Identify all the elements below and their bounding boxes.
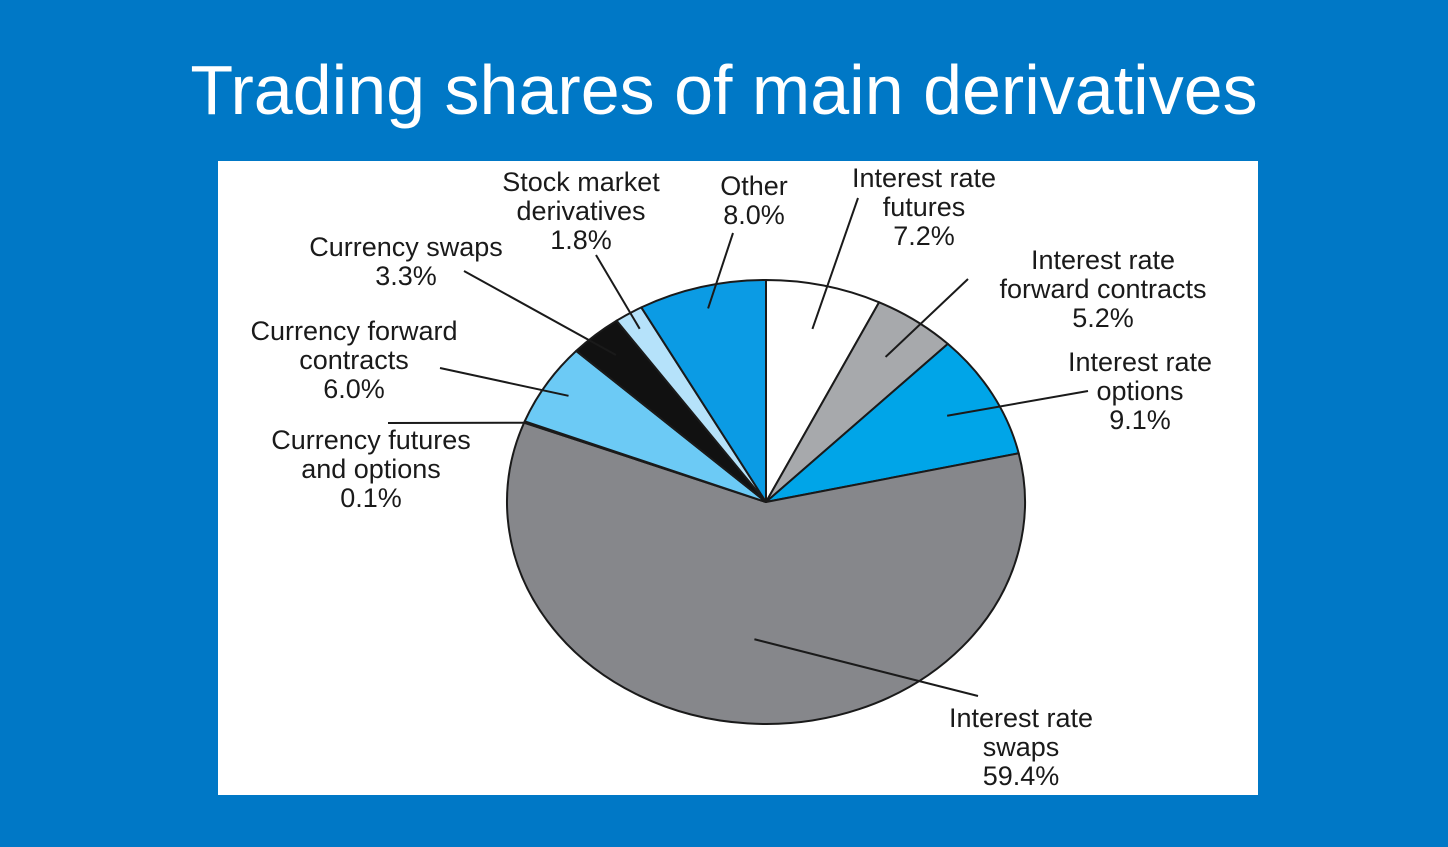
leader-line-interest-rate-forward-contracts <box>884 278 969 358</box>
slice-name-line: Currency forward <box>250 316 457 346</box>
slice-name-line: derivatives <box>516 196 645 226</box>
slice-name-line: Other <box>720 171 788 201</box>
leader-line-other <box>707 232 734 309</box>
slice-name-line: Interest rate <box>1068 347 1212 377</box>
slice-name-line: Currency swaps <box>309 232 503 262</box>
slice-value-label: 5.2% <box>1072 303 1134 333</box>
slice-label-interest-rate-futures: Interest rate futures 7.2% <box>852 163 996 251</box>
slide-title: Trading shares of main derivatives <box>190 51 1258 129</box>
slice-label-stock-market-derivatives: Stock market derivatives 1.8% <box>502 167 660 255</box>
slice-label-other: Other 8.0% <box>720 171 788 230</box>
slice-value-label: 7.2% <box>893 221 955 251</box>
chart-panel: Interest rate futures 7.2% Interest rate for… <box>218 161 1258 795</box>
pie-slice-interest-rate-futures <box>765 279 881 503</box>
pie-slice-interest-rate-swaps <box>506 421 1026 725</box>
leader-line-currency-forward-contracts <box>439 367 569 397</box>
slice-name-line: contracts <box>299 345 409 375</box>
slice-label-currency-swaps: Currency swaps 3.3% <box>309 232 503 291</box>
pie-slice-other <box>640 279 767 503</box>
slice-label-interest-rate-swaps: Interest rate swaps 59.4% <box>949 703 1093 791</box>
slice-name-line: Interest rate <box>1031 245 1175 275</box>
slice-value-label: 1.8% <box>550 225 612 255</box>
slice-name-line: Interest rate <box>852 163 996 193</box>
leader-line-interest-rate-futures <box>811 197 859 330</box>
slice-value-label: 6.0% <box>323 374 385 404</box>
slice-name-line: Stock market <box>502 167 660 197</box>
slice-label-currency-futures-and-options: Currency futures and options 0.1% <box>271 425 471 513</box>
leader-line-stock-market-derivatives <box>595 254 641 330</box>
slice-value-label: 59.4% <box>983 761 1060 791</box>
slice-name-line: options <box>1096 376 1183 406</box>
slice-label-interest-rate-options: Interest rate options 9.1% <box>1068 347 1212 435</box>
pie-slice-interest-rate-options <box>765 342 1020 503</box>
leader-line-interest-rate-swaps <box>754 638 979 697</box>
slice-value-label: 9.1% <box>1109 405 1171 435</box>
slice-label-currency-forward-contracts: Currency forward contracts 6.0% <box>250 316 457 404</box>
slice-value-label: 0.1% <box>340 483 402 513</box>
slice-name-line: Currency futures <box>271 425 471 455</box>
slice-name-line: swaps <box>983 732 1060 762</box>
slice-label-interest-rate-forward-contracts: Interest rate forward contracts 5.2% <box>999 245 1206 333</box>
slice-value-label: 8.0% <box>723 200 785 230</box>
slice-value-label: 3.3% <box>375 261 437 291</box>
slice-name-line: forward contracts <box>999 274 1206 304</box>
leader-line-interest-rate-options <box>946 390 1089 417</box>
pie-chart: Interest rate futures 7.2%Interest rate for… <box>250 163 1212 791</box>
slice-name-line: and options <box>301 454 441 484</box>
slice-name-line: Interest rate <box>949 703 1093 733</box>
leader-line-currency-swaps <box>463 270 617 356</box>
slice-name-line: futures <box>883 192 966 222</box>
